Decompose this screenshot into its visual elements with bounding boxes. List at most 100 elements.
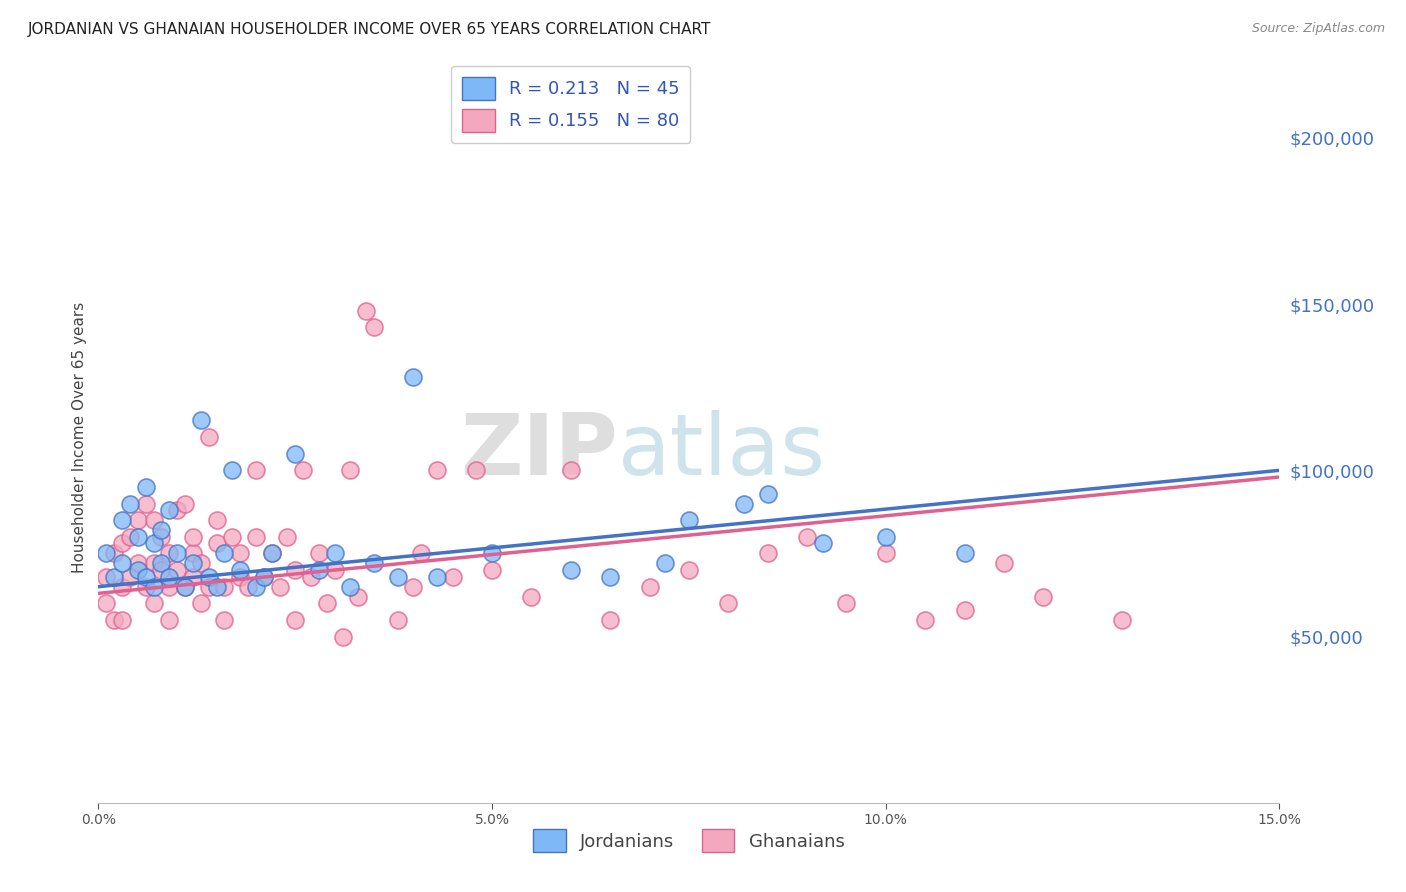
Point — [157, 503, 180, 517]
Point — [426, 570, 449, 584]
Point — [678, 563, 700, 577]
Point — [127, 513, 149, 527]
Point — [142, 513, 165, 527]
Point — [111, 536, 134, 550]
Point — [245, 463, 267, 477]
Point — [402, 370, 425, 384]
Point — [339, 580, 361, 594]
Point — [560, 463, 582, 477]
Point — [181, 546, 204, 560]
Point — [157, 546, 180, 560]
Point — [127, 530, 149, 544]
Point — [875, 546, 897, 560]
Point — [221, 463, 243, 477]
Point — [733, 497, 755, 511]
Point — [111, 613, 134, 627]
Point — [190, 413, 212, 427]
Point — [142, 536, 165, 550]
Point — [481, 546, 503, 560]
Point — [284, 447, 307, 461]
Point — [197, 580, 219, 594]
Point — [166, 563, 188, 577]
Point — [914, 613, 936, 627]
Point — [197, 430, 219, 444]
Point — [253, 570, 276, 584]
Point — [190, 596, 212, 610]
Point — [363, 557, 385, 571]
Point — [402, 580, 425, 594]
Text: ZIP: ZIP — [460, 410, 619, 493]
Point — [214, 546, 236, 560]
Point — [363, 320, 385, 334]
Point — [229, 570, 252, 584]
Point — [308, 563, 330, 577]
Point — [103, 546, 125, 560]
Point — [441, 570, 464, 584]
Point — [214, 580, 236, 594]
Point — [135, 497, 157, 511]
Point — [96, 546, 118, 560]
Point — [181, 570, 204, 584]
Point — [190, 557, 212, 571]
Point — [560, 563, 582, 577]
Point — [599, 613, 621, 627]
Point — [214, 613, 236, 627]
Point — [260, 546, 283, 560]
Point — [142, 580, 165, 594]
Point — [678, 513, 700, 527]
Point — [205, 580, 228, 594]
Point — [387, 570, 409, 584]
Point — [118, 497, 141, 511]
Point — [197, 570, 219, 584]
Point — [756, 546, 779, 560]
Point — [339, 463, 361, 477]
Point — [835, 596, 858, 610]
Point — [96, 596, 118, 610]
Point — [135, 580, 157, 594]
Point — [654, 557, 676, 571]
Point — [332, 630, 354, 644]
Point — [1111, 613, 1133, 627]
Legend: Jordanians, Ghanaians: Jordanians, Ghanaians — [526, 822, 852, 860]
Point — [150, 557, 173, 571]
Point — [103, 570, 125, 584]
Point — [127, 557, 149, 571]
Point — [796, 530, 818, 544]
Point — [150, 523, 173, 537]
Point — [205, 513, 228, 527]
Point — [127, 563, 149, 577]
Point — [150, 530, 173, 544]
Point — [875, 530, 897, 544]
Point — [157, 580, 180, 594]
Y-axis label: Householder Income Over 65 years: Householder Income Over 65 years — [72, 301, 87, 573]
Point — [111, 513, 134, 527]
Point — [142, 596, 165, 610]
Point — [953, 546, 976, 560]
Point — [1032, 590, 1054, 604]
Point — [284, 613, 307, 627]
Point — [308, 546, 330, 560]
Point — [426, 463, 449, 477]
Point — [354, 303, 377, 318]
Point — [174, 497, 197, 511]
Point — [520, 590, 543, 604]
Point — [181, 557, 204, 571]
Point — [269, 580, 291, 594]
Point — [245, 530, 267, 544]
Point — [118, 530, 141, 544]
Point — [142, 557, 165, 571]
Text: atlas: atlas — [619, 410, 827, 493]
Point — [229, 546, 252, 560]
Point — [135, 480, 157, 494]
Point — [315, 596, 337, 610]
Point — [284, 563, 307, 577]
Point — [993, 557, 1015, 571]
Point — [135, 570, 157, 584]
Point — [253, 570, 276, 584]
Point — [260, 546, 283, 560]
Point — [465, 463, 488, 477]
Point — [276, 530, 298, 544]
Point — [638, 580, 661, 594]
Point — [118, 570, 141, 584]
Point — [221, 530, 243, 544]
